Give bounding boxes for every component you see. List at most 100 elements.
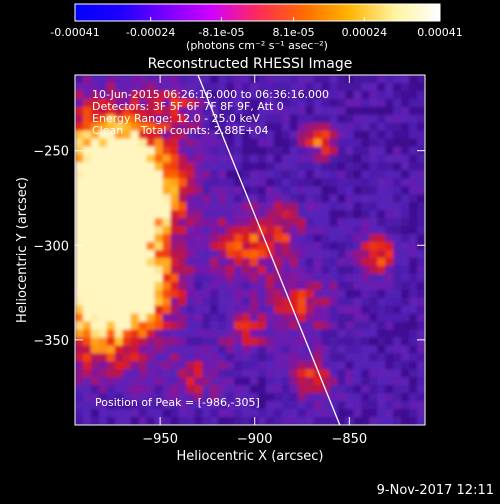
heatmap-cell bbox=[122, 106, 132, 116]
heatmap-cell bbox=[401, 75, 410, 84]
heatmap-cell bbox=[98, 281, 108, 291]
heatmap-cell bbox=[130, 202, 140, 211]
heatmap-cell bbox=[122, 289, 132, 299]
heatmap-cell bbox=[250, 273, 259, 283]
heatmap-cell bbox=[281, 218, 291, 227]
heatmap-cell bbox=[361, 289, 370, 299]
heatmap-cell bbox=[401, 154, 410, 164]
heatmap-cell bbox=[75, 417, 84, 425]
heatmap-cell bbox=[273, 146, 283, 156]
heatmap-cell bbox=[401, 218, 410, 227]
heatmap-cell bbox=[297, 194, 307, 203]
heatmap-cell bbox=[321, 234, 331, 243]
heatmap-cell bbox=[234, 138, 243, 148]
heatmap-cell bbox=[114, 313, 124, 323]
heatmap-cell bbox=[234, 178, 243, 187]
heatmap-cell bbox=[178, 417, 187, 425]
heatmap-cell bbox=[106, 210, 116, 219]
heatmap-cell bbox=[281, 226, 291, 235]
heatmap-cell bbox=[265, 257, 275, 267]
heatmap-cell bbox=[417, 242, 425, 251]
heatmap-cell bbox=[194, 202, 203, 211]
heatmap-cell bbox=[130, 289, 140, 299]
heatmap-cell bbox=[186, 393, 195, 402]
heatmap-cell bbox=[138, 106, 148, 116]
heatmap-cell bbox=[297, 75, 307, 84]
heatmap-cell bbox=[82, 162, 92, 172]
heatmap-cell bbox=[114, 75, 124, 84]
heatmap-cell bbox=[75, 329, 84, 339]
heatmap-cell bbox=[377, 234, 386, 243]
heatmap-cell bbox=[82, 305, 92, 315]
heatmap-cell bbox=[162, 321, 172, 331]
heatmap-cell bbox=[170, 353, 180, 362]
heatmap-cell bbox=[98, 313, 108, 323]
info-annotations: 10-Jun-2015 06:26:16.000 to 06:36:16.000… bbox=[92, 88, 329, 137]
heatmap-cell bbox=[353, 210, 362, 219]
heatmap-cell bbox=[401, 305, 410, 315]
heatmap-cell bbox=[218, 210, 227, 219]
heatmap-cell bbox=[146, 202, 156, 211]
heatmap-cell bbox=[250, 353, 259, 362]
heatmap-cell bbox=[377, 369, 386, 378]
heatmap-cell bbox=[313, 401, 323, 410]
heatmap-cell bbox=[250, 82, 259, 92]
heatmap-cell bbox=[297, 385, 307, 394]
heatmap-cell bbox=[321, 75, 331, 84]
heatmap-cell bbox=[273, 114, 283, 124]
heatmap-cell bbox=[186, 114, 195, 124]
heatmap-cell bbox=[178, 305, 187, 315]
heatmap-cell bbox=[329, 321, 339, 331]
heatmap-cell bbox=[98, 186, 108, 195]
heatmap-cell bbox=[273, 385, 283, 394]
heatmap-cell bbox=[242, 369, 251, 378]
heatmap-cell bbox=[170, 138, 180, 148]
heatmap-cell bbox=[106, 242, 116, 251]
heatmap-cell bbox=[154, 98, 164, 108]
heatmap-cell bbox=[369, 353, 378, 362]
heatmap-cell bbox=[210, 321, 219, 331]
heatmap-cell bbox=[218, 401, 227, 410]
heatmap-cell bbox=[210, 98, 219, 108]
heatmap-cell bbox=[385, 345, 394, 355]
heatmap-cell bbox=[210, 289, 219, 299]
heatmap-cell bbox=[242, 138, 251, 148]
heatmap-cell bbox=[162, 369, 172, 378]
heatmap-cell bbox=[194, 138, 203, 148]
heatmap-cell bbox=[321, 218, 331, 227]
heatmap-cell bbox=[369, 257, 378, 267]
heatmap-cell bbox=[353, 194, 362, 203]
heatmap-cell bbox=[138, 122, 148, 132]
heatmap-cell bbox=[329, 138, 339, 148]
heatmap-cell bbox=[257, 154, 267, 164]
heatmap-cell bbox=[401, 297, 410, 307]
heatmap-cell bbox=[297, 162, 307, 172]
heatmap-cell bbox=[250, 226, 259, 235]
heatmap-cell bbox=[409, 170, 418, 180]
annotation-detectors: Detectors: 3F 5F 6F 7F 8F 9F, Att 0 bbox=[92, 100, 284, 113]
heatmap-cell bbox=[361, 218, 370, 227]
heatmap-cell bbox=[162, 361, 172, 370]
heatmap-cell bbox=[329, 218, 339, 227]
heatmap-cell bbox=[178, 98, 187, 108]
heatmap-cell bbox=[265, 234, 275, 243]
heatmap-cell bbox=[122, 369, 132, 378]
heatmap-cell bbox=[75, 194, 84, 203]
heatmap-cell bbox=[170, 178, 180, 187]
heatmap-cell bbox=[210, 202, 219, 211]
heatmap-cell bbox=[313, 218, 323, 227]
heatmap-cell bbox=[186, 218, 195, 227]
heatmap-cell bbox=[226, 162, 235, 172]
heatmap-cell bbox=[313, 75, 323, 84]
heatmap-cell bbox=[146, 178, 156, 187]
heatmap-cell bbox=[337, 75, 347, 84]
heatmap-cell bbox=[417, 186, 425, 195]
heatmap-cell bbox=[313, 114, 323, 124]
heatmap-cell bbox=[194, 393, 203, 402]
heatmap-cell bbox=[281, 281, 291, 291]
heatmap-cell bbox=[281, 361, 291, 370]
heatmap-cell bbox=[353, 98, 362, 108]
heatmap-cell bbox=[178, 106, 187, 116]
heatmap-cell bbox=[122, 202, 132, 211]
heatmap-cell bbox=[250, 321, 259, 331]
